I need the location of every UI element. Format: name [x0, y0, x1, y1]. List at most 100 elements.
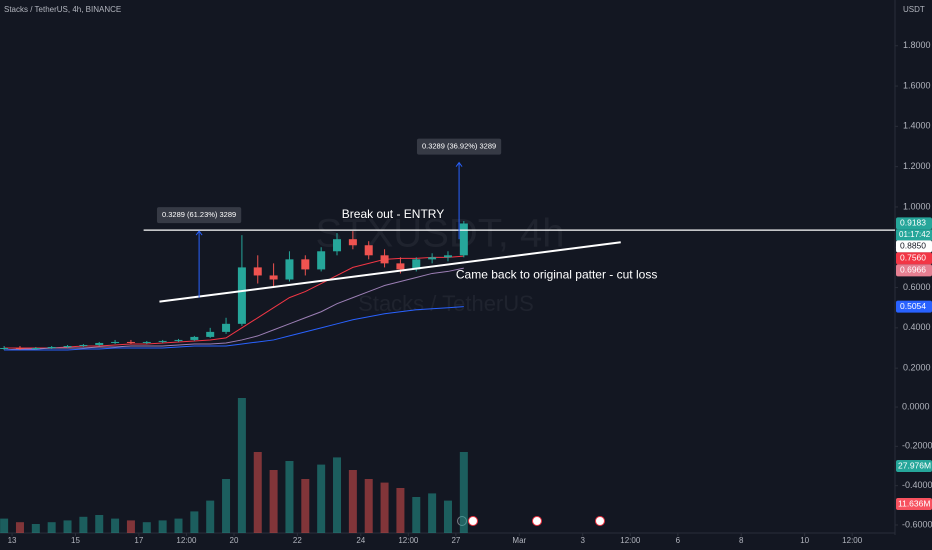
- x-tick-label: 10: [800, 536, 809, 545]
- candle-body: [396, 263, 405, 270]
- candle-body: [269, 275, 278, 280]
- volume-bar: [190, 511, 199, 533]
- volume-bar: [459, 452, 468, 533]
- volume-bar: [253, 452, 262, 533]
- volume-bar: [142, 522, 151, 533]
- volume-bar: [95, 515, 104, 533]
- price-label-box: [896, 217, 932, 230]
- y-tick-label: 1.4000: [903, 121, 931, 131]
- y2-tick-label: 0.0000: [902, 401, 930, 411]
- volume-bar: [206, 500, 215, 533]
- candle-body: [47, 346, 56, 349]
- candle-body: [301, 259, 310, 270]
- x-tick-label: 12:00: [176, 536, 197, 545]
- x-tick-label: 22: [293, 536, 302, 545]
- price-label: 0.5054: [900, 301, 926, 311]
- candle-body: [380, 255, 389, 264]
- volume-bar: [126, 520, 135, 533]
- volume-bar: [31, 524, 40, 533]
- candle-body: [0, 348, 9, 350]
- volume-bar: [15, 522, 24, 533]
- currency: USDT: [903, 5, 925, 14]
- y-tick-label: 1.6000: [903, 80, 931, 90]
- candle-body: [158, 340, 167, 342]
- candle-body: [412, 259, 421, 270]
- candle-body: [111, 341, 120, 343]
- x-tick-label: 17: [134, 536, 143, 545]
- watermark: STXUSDT, 4h: [316, 212, 565, 256]
- volume-bar: [443, 500, 452, 533]
- candle-body: [126, 341, 135, 343]
- candle-body: [79, 344, 88, 346]
- price-label: 0.7560: [900, 253, 926, 263]
- price-label-box: [896, 264, 932, 277]
- candle-body: [174, 339, 183, 341]
- y-tick-label: 1.0000: [903, 201, 931, 211]
- y-tick-label: 1.8000: [903, 40, 931, 50]
- volume-bar: [428, 493, 437, 533]
- price-label: 0.6966: [900, 265, 926, 275]
- y-tick-label: 1.2000: [903, 161, 931, 171]
- y2-tick-label: -0.2000: [902, 441, 932, 451]
- candle-body: [206, 331, 215, 337]
- candle-body: [443, 255, 452, 258]
- price-label-box: [896, 240, 932, 253]
- annotation: Break out - ENTRY: [342, 207, 444, 221]
- candle-body: [348, 239, 357, 246]
- volume-label-box: [896, 498, 932, 510]
- volume-bar: [47, 522, 56, 533]
- measure-label-box: [156, 207, 242, 224]
- candle-body: [190, 336, 199, 340]
- measure-arrowhead: [455, 161, 463, 167]
- volume-bar: [380, 482, 389, 533]
- volume-bar: [348, 470, 357, 533]
- price-label: 0.9183: [900, 218, 926, 228]
- trendline: [159, 241, 621, 303]
- volume-bar: [111, 518, 120, 533]
- volume-bar: [333, 457, 342, 533]
- price-label-box: [896, 300, 932, 313]
- volume-bar: [158, 520, 167, 533]
- volume-bar: [237, 398, 246, 533]
- volume-label-box: [896, 460, 932, 472]
- measure-label: 0.3289 (61.23%) 3289: [156, 207, 242, 224]
- candle-body: [253, 267, 262, 276]
- x-tick-label: Mar: [512, 536, 526, 545]
- candle-body: [333, 239, 342, 252]
- volume-label: 11.636M: [898, 498, 930, 508]
- candle-body: [428, 257, 437, 260]
- y2-tick-label: -0.6000: [902, 519, 932, 529]
- x-tick-label: 15: [71, 536, 80, 545]
- x-tick-label: 12:00: [398, 536, 419, 545]
- moving-average: [4, 267, 464, 351]
- measure-arrowhead: [195, 230, 203, 236]
- x-tick-label: 27: [451, 536, 460, 545]
- candle-body: [15, 348, 24, 350]
- y2-tick-label: -0.4000: [902, 480, 932, 490]
- event-icons: [457, 516, 605, 526]
- volume-label: 27.976M: [898, 460, 931, 470]
- candle-body: [63, 345, 72, 347]
- volume-bar: [0, 518, 9, 533]
- measure-label-box: [416, 138, 502, 155]
- volume-bar: [79, 516, 88, 533]
- volume-bar: [301, 479, 310, 533]
- volume-bar: [317, 464, 326, 533]
- candle-body: [317, 251, 326, 270]
- volume-bar: [285, 461, 294, 533]
- measure-label-text: 0.3289 (36.92%) 3289: [422, 142, 496, 151]
- candle-body: [31, 348, 40, 350]
- candle-body: [142, 341, 151, 343]
- y-tick-label: 0.6000: [903, 282, 931, 292]
- measure-label-text: 0.3289 (61.23%) 3289: [162, 210, 236, 219]
- x-tick-label: 6: [676, 536, 681, 545]
- candle-body: [364, 245, 373, 256]
- countdown: 01:17:42: [899, 230, 931, 239]
- volume-bar: [364, 479, 373, 533]
- volume-bar: [222, 479, 231, 533]
- x-tick-label: 12:00: [842, 536, 863, 545]
- volume-bar: [396, 488, 405, 533]
- volume-bar: [174, 518, 183, 533]
